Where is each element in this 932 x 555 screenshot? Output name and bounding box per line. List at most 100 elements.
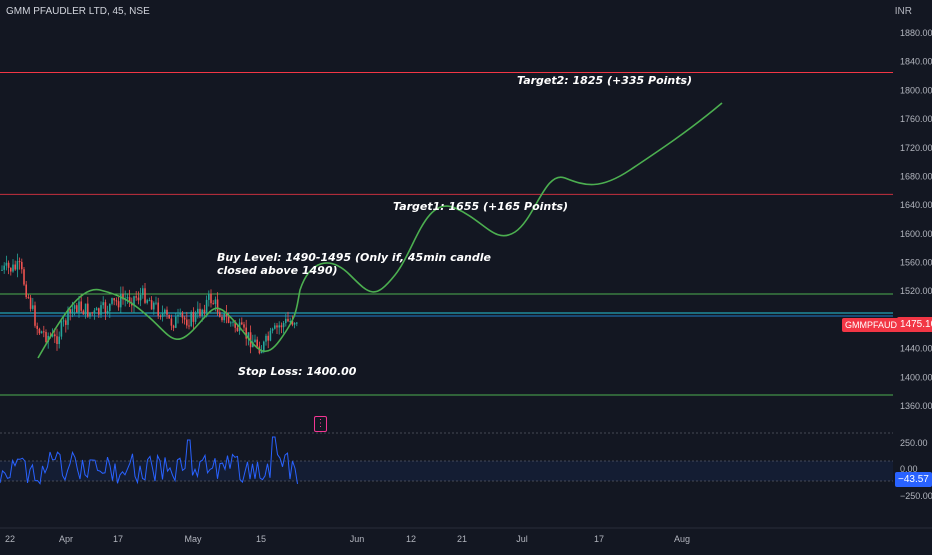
candle-body <box>223 312 225 321</box>
chart-title: GMM PFAUDLER LTD, 45, NSE <box>6 6 150 17</box>
candle-body <box>122 293 124 300</box>
rsi-line <box>0 436 298 485</box>
candle-body <box>164 309 166 313</box>
candle-body <box>40 331 43 334</box>
candle-body <box>190 311 192 327</box>
candle-body <box>34 305 36 326</box>
time-tick-label: 22 <box>5 534 15 544</box>
candle-body <box>89 312 91 317</box>
candle-body <box>183 317 186 320</box>
time-tick-label: 12 <box>406 534 416 544</box>
candle-body <box>269 330 272 341</box>
target2-annotation: Target2: 1825 (+335 Points) <box>517 74 693 87</box>
candle-body <box>289 320 291 322</box>
candle-body <box>133 296 135 306</box>
candle-body <box>179 312 181 315</box>
candle-body <box>287 318 289 322</box>
candle-body <box>16 261 19 270</box>
candle-body <box>278 325 280 328</box>
candle-body <box>221 316 223 321</box>
candle-body <box>32 305 34 309</box>
candle-body <box>98 308 100 315</box>
candle-body <box>51 334 54 337</box>
candle-body <box>236 327 239 332</box>
candle-body <box>87 303 89 317</box>
candle-body <box>115 300 118 302</box>
candle-body <box>280 325 283 328</box>
candle-body <box>58 336 60 344</box>
price-tick-label: 1560.00 <box>900 258 932 268</box>
candle-body <box>36 325 38 329</box>
candle-body <box>199 308 201 316</box>
candle-body <box>148 300 151 302</box>
candle-body <box>254 339 256 343</box>
candle-body <box>166 309 168 315</box>
time-tick-label: 15 <box>256 534 266 544</box>
candle-body <box>161 312 164 317</box>
candle-body <box>186 319 188 326</box>
candle-body <box>252 342 254 348</box>
price-tick-label: 1400.00 <box>900 372 932 382</box>
candle-body <box>139 294 142 301</box>
price-tick-label: 1640.00 <box>900 200 932 210</box>
candle-body <box>293 322 296 325</box>
candle-body <box>282 323 285 328</box>
candle-body <box>157 302 159 316</box>
price-tick-label: 1680.00 <box>900 171 932 181</box>
buy-level-line1: Buy Level: 1490-1495 (Only if, 45min can… <box>217 251 491 264</box>
candle-body <box>73 305 76 309</box>
candle-body <box>45 332 47 342</box>
candle-body <box>150 300 153 310</box>
symbol-tag: GMMPFAUDLR <box>842 318 912 332</box>
candle-body <box>12 264 14 272</box>
candle-body <box>102 302 104 306</box>
time-tick-label: Jun <box>350 534 365 544</box>
candle-body <box>113 298 115 301</box>
candle-body <box>219 312 221 317</box>
candle-body <box>265 335 267 342</box>
rsi-value-tag: −43.57 <box>895 472 932 487</box>
candle-body <box>104 302 107 313</box>
candle-body <box>234 321 236 328</box>
candle-body <box>146 300 148 303</box>
candle-body <box>7 262 10 268</box>
candle-body <box>263 341 265 351</box>
candle-body <box>205 299 208 313</box>
price-tick-label: 1760.00 <box>900 114 932 124</box>
candle-body <box>80 301 82 311</box>
time-tick-label: 21 <box>457 534 467 544</box>
rsi-tick-label: 250.00 <box>900 438 928 448</box>
candle-body <box>111 298 113 304</box>
candle-body <box>197 308 199 314</box>
price-tick-label: 1840.00 <box>900 57 932 67</box>
candle-body <box>126 297 129 299</box>
rsi-tick-label: −250.00 <box>900 491 932 501</box>
rsi-tick-label: 0.00 <box>900 464 918 474</box>
candle-body <box>82 310 85 315</box>
price-tick-label: 1880.00 <box>900 28 932 38</box>
price-tick-label: 1520.00 <box>900 286 932 296</box>
candle-body <box>1 269 3 271</box>
more-options-icon[interactable]: ⋮ <box>314 416 327 432</box>
candle-body <box>106 310 109 313</box>
candle-body <box>260 350 263 354</box>
candle-body <box>137 297 140 301</box>
candle-body <box>285 318 287 324</box>
candle-body <box>71 308 74 313</box>
candle-body <box>175 316 177 328</box>
candle-body <box>3 265 5 270</box>
candle-body <box>109 303 111 311</box>
candle-body <box>212 303 214 305</box>
candle-body <box>76 305 78 313</box>
candle-body <box>65 320 67 325</box>
candle-body <box>159 315 162 317</box>
candle-body <box>128 297 131 303</box>
candle-body <box>142 288 144 295</box>
candle-body <box>232 321 234 323</box>
projection-curve <box>37 102 723 359</box>
buy-level-line2: closed above 1490) <box>217 264 338 277</box>
time-tick-label: 17 <box>113 534 123 544</box>
candle-body <box>216 299 219 313</box>
